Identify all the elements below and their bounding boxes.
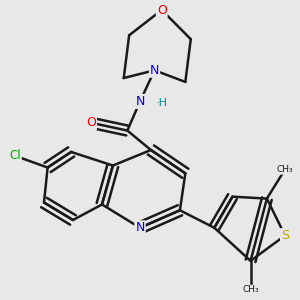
Text: O: O [86, 116, 96, 129]
Text: N: N [135, 95, 145, 108]
Text: S: S [281, 229, 289, 242]
Text: Cl: Cl [9, 149, 21, 162]
Text: CH₃: CH₃ [277, 165, 293, 174]
Text: O: O [157, 4, 167, 16]
Text: N: N [150, 64, 159, 77]
Text: N: N [135, 221, 145, 234]
Text: CH₃: CH₃ [242, 286, 259, 295]
Text: ·H: ·H [156, 98, 168, 108]
